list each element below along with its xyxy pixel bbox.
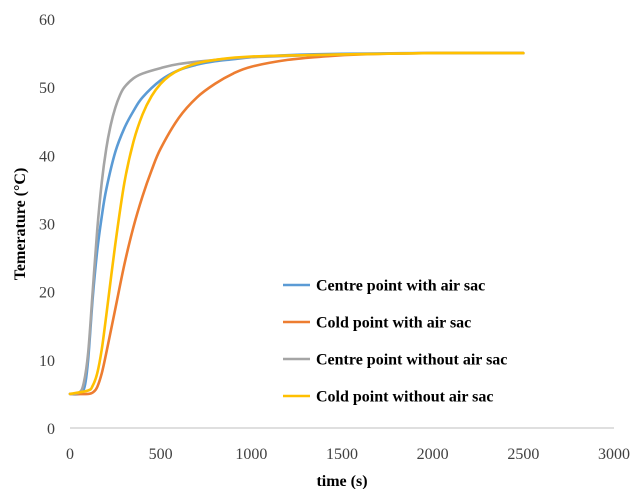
series-line-4 [68,51,525,396]
plot-area [68,51,525,396]
y-tick-label: 0 [47,421,55,438]
y-tick-label: 60 [39,12,55,29]
y-tick-label: 30 [39,217,55,234]
x-tick-label: 1000 [235,446,267,463]
x-tick-label: 1500 [326,446,358,463]
series-line-1 [68,51,525,396]
x-tick-label: 2500 [507,446,539,463]
legend-label-2: Cold point with air sac [316,315,471,332]
y-tick-label: 50 [39,80,55,97]
legend: Centre point with air sac Cold point with… [283,278,507,406]
legend-label-4: Cold point without air sac [316,389,494,406]
x-tick-label: 500 [149,446,173,463]
tick-labels: 0 10 20 30 40 50 60 0 500 1000 1500 2000 2500 3000 [39,12,630,463]
legend-label-3: Centre point without air sac [316,352,507,369]
y-tick-label: 20 [39,285,55,302]
x-tick-label: 3000 [598,446,630,463]
legend-label-1: Centre point with air sac [316,278,485,295]
x-axis-title: time (s) [316,473,367,489]
x-tick-label: 2000 [417,446,449,463]
y-tick-label: 10 [39,353,55,370]
y-tick-label: 40 [39,148,55,165]
x-tick-label: 0 [66,446,74,463]
series-line-2 [68,51,525,396]
y-axis-title: Temerature (°C) [12,168,29,281]
